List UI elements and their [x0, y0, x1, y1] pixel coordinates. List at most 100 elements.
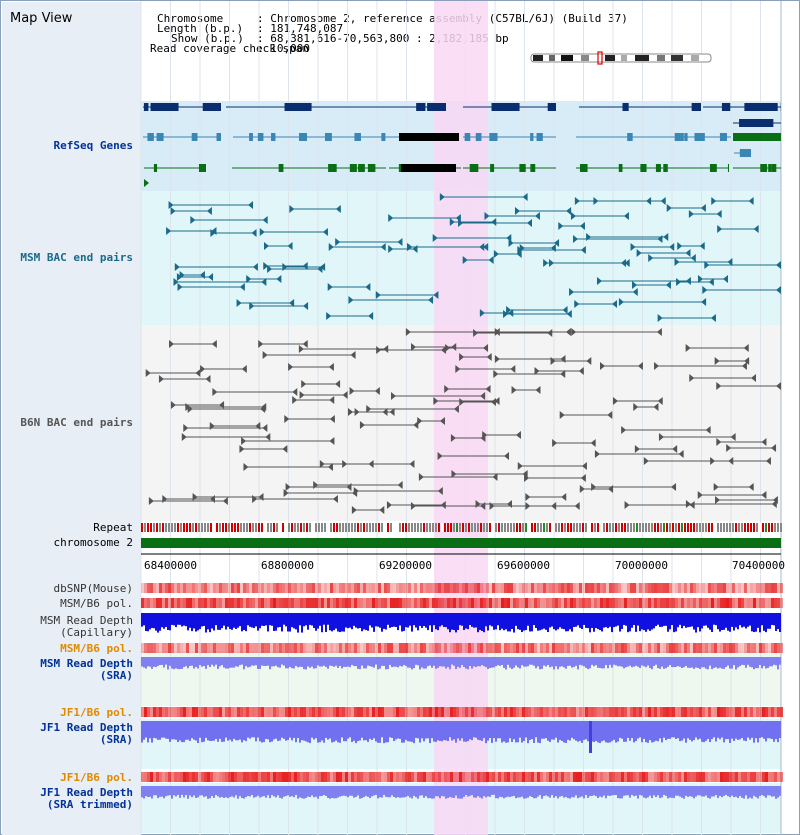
msm-bac-label[interactable]: MSM BAC end pairs — [20, 251, 133, 264]
heat-cell — [477, 772, 480, 782]
gene-exon[interactable] — [401, 164, 456, 172]
gene-exon[interactable] — [760, 164, 768, 172]
repeat-element — [333, 523, 335, 532]
gene-exon[interactable] — [416, 103, 426, 111]
depth-bar — [673, 613, 675, 633]
gene-exon[interactable] — [464, 133, 471, 141]
gene-exon[interactable] — [719, 133, 727, 141]
ideogram-position-marker[interactable] — [597, 51, 603, 65]
gene-exon[interactable] — [442, 103, 446, 111]
depth-bar — [461, 657, 463, 666]
gene-exon[interactable] — [300, 103, 305, 111]
refseq-genes-label[interactable]: RefSeq Genes — [53, 139, 133, 152]
heat-cell — [603, 772, 606, 782]
gene-exon[interactable] — [530, 133, 534, 141]
depth-bar — [633, 613, 635, 626]
gene-exon[interactable] — [547, 103, 556, 111]
gene-exon[interactable] — [748, 119, 774, 127]
gene-exon[interactable] — [473, 164, 478, 172]
depth-bar — [525, 657, 527, 667]
gene-exon[interactable] — [579, 164, 588, 172]
depth-bar — [579, 721, 581, 741]
depth-bar — [497, 786, 499, 799]
gene-exon[interactable] — [202, 103, 221, 111]
gene-exon[interactable] — [727, 164, 729, 172]
gene-exon[interactable] — [216, 133, 221, 141]
gene-exon[interactable] — [358, 164, 365, 172]
gene-exon[interactable] — [684, 133, 688, 141]
gene-exon[interactable] — [627, 133, 633, 141]
gene-exon[interactable] — [519, 164, 526, 172]
gene-exon[interactable] — [249, 133, 253, 141]
heat-cell — [333, 707, 336, 717]
heat-cell — [453, 707, 456, 717]
gene-exon[interactable] — [257, 133, 264, 141]
heat-cell — [666, 643, 669, 653]
gene-exon[interactable] — [771, 164, 777, 172]
gene-exon[interactable] — [143, 103, 149, 111]
gene-exon[interactable] — [622, 103, 629, 111]
gene-exon[interactable] — [381, 133, 386, 141]
gene-exon[interactable] — [739, 119, 758, 127]
gene-exon[interactable] — [399, 133, 459, 141]
depth-bar — [355, 657, 357, 667]
gene-exon[interactable] — [721, 103, 731, 111]
bac-end-marker — [335, 380, 341, 388]
gene-exon[interactable] — [475, 133, 482, 141]
b6n-bac-label[interactable]: B6N BAC end pairs — [20, 416, 133, 429]
bac-end-marker — [428, 296, 434, 304]
gene-exon[interactable] — [655, 164, 661, 172]
gene-exon[interactable] — [324, 133, 329, 141]
gene-exon[interactable] — [328, 164, 337, 172]
heat-cell — [717, 772, 720, 782]
gene-exon[interactable] — [284, 103, 312, 111]
gene-exon[interactable] — [150, 103, 179, 111]
gene-exon[interactable] — [153, 164, 158, 172]
gene-exon[interactable] — [680, 133, 684, 141]
chromosome-ideogram[interactable] — [530, 51, 712, 65]
bac-end-marker — [246, 275, 252, 283]
gene-exon[interactable] — [768, 164, 772, 172]
gene-exon[interactable] — [733, 133, 781, 141]
gene-exon[interactable] — [191, 133, 198, 141]
bac-end-marker — [761, 438, 767, 446]
depth-bar — [397, 786, 399, 798]
gene-exon[interactable] — [739, 149, 751, 157]
gene-exon[interactable] — [271, 133, 276, 141]
gene-exon[interactable] — [510, 103, 520, 111]
gene-exon[interactable] — [198, 164, 204, 172]
gene-exon[interactable] — [530, 164, 536, 172]
gene-exon[interactable] — [536, 133, 543, 141]
gene-exon[interactable] — [354, 133, 361, 141]
gene-exon[interactable] — [147, 133, 154, 141]
gene-exon[interactable] — [490, 164, 495, 172]
gene-exon[interactable] — [640, 164, 647, 172]
gene-exon[interactable] — [491, 103, 514, 111]
gene-exon[interactable] — [328, 133, 332, 141]
gene-exon[interactable] — [694, 133, 704, 141]
gene-exon[interactable] — [278, 164, 284, 172]
heat-cell — [507, 707, 510, 717]
gene-exon[interactable] — [691, 103, 701, 111]
depth-bar — [157, 721, 159, 740]
gene-exon[interactable] — [470, 164, 475, 172]
gene-exon[interactable] — [554, 103, 556, 111]
gene-exon[interactable] — [370, 164, 376, 172]
gene-exon[interactable] — [427, 103, 438, 111]
depth-bar — [625, 721, 627, 742]
heat-cell — [717, 643, 720, 653]
gene-exon[interactable] — [490, 133, 498, 141]
gene-exon[interactable] — [674, 133, 681, 141]
heat-cell — [537, 707, 540, 717]
gene-exon[interactable] — [750, 103, 769, 111]
gene-exon[interactable] — [156, 133, 164, 141]
gene-exon[interactable] — [618, 164, 623, 172]
chromosome-bar[interactable] — [141, 538, 781, 548]
gene-exon[interactable] — [284, 103, 293, 111]
gene-exon[interactable] — [349, 164, 357, 172]
heat-cell — [723, 583, 726, 593]
gene-exon[interactable] — [709, 164, 717, 172]
gene-exon[interactable] — [300, 133, 307, 141]
gene-exon[interactable] — [663, 164, 668, 172]
heat-cell — [780, 707, 783, 717]
